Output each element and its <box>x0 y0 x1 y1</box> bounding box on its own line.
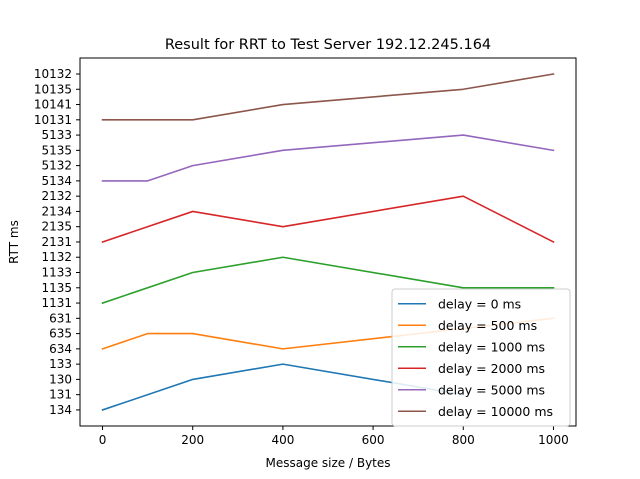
y-tick-label: 1132 <box>41 250 72 264</box>
legend-entry: delay = 0 ms <box>438 296 521 311</box>
legend-box <box>391 288 571 427</box>
chart-title: Result for RRT to Test Server 192.12.245… <box>165 37 491 53</box>
legend-entry: delay = 10000 ms <box>438 404 553 419</box>
y-tick-label: 1131 <box>41 296 72 310</box>
y-tick-label: 631 <box>49 311 72 325</box>
series-line <box>101 363 465 411</box>
y-tick-label: 1133 <box>41 266 72 280</box>
y-tick-label: 2135 <box>41 220 72 234</box>
series-lines <box>101 73 555 411</box>
legend-entry: delay = 2000 ms <box>438 361 545 376</box>
y-tick-label: 10141 <box>34 98 72 112</box>
series-line <box>101 134 555 182</box>
y-tick-label: 1135 <box>41 281 72 295</box>
legend-entry: delay = 500 ms <box>438 318 537 333</box>
y-tick-label: 10135 <box>34 82 72 96</box>
x-tick-label: 800 <box>452 433 475 447</box>
y-tick-label: 635 <box>49 327 72 341</box>
y-tick-label: 10131 <box>34 113 72 127</box>
y-tick-label: 2134 <box>41 204 72 218</box>
x-tick-label: 600 <box>362 433 385 447</box>
y-tick-label: 634 <box>49 342 72 356</box>
legend: delay = 0 ms delay = 500 ms delay = 1000 m… <box>391 288 571 427</box>
x-tick-label: 200 <box>181 433 204 447</box>
y-tick-label: 10132 <box>34 67 72 81</box>
y-tick-label: 134 <box>49 403 72 417</box>
x-tick-label: 1000 <box>538 433 569 447</box>
y-tick-label: 5132 <box>41 159 72 173</box>
x-tick-label: 400 <box>271 433 294 447</box>
series-line <box>101 256 555 305</box>
series-line <box>101 317 555 350</box>
legend-entry: delay = 1000 ms <box>438 339 545 354</box>
plot-frame <box>79 57 577 427</box>
y-axis: 1341311301336346356311131113511331132213… <box>34 67 80 417</box>
x-axis: 0 200 400 600 800 1000 <box>99 426 569 447</box>
series-line <box>101 195 555 244</box>
y-tick-label: 5135 <box>41 143 72 157</box>
y-tick-label: 5134 <box>41 174 72 188</box>
series-line <box>101 73 555 121</box>
x-axis-label: Message size / Bytes <box>265 456 390 470</box>
y-tick-label: 130 <box>49 372 72 386</box>
y-tick-label: 131 <box>49 388 72 402</box>
y-tick-label: 2131 <box>41 235 72 249</box>
y-tick-label: 5133 <box>41 128 72 142</box>
y-axis-label: RTT ms <box>7 220 21 264</box>
y-tick-label: 133 <box>49 357 72 371</box>
y-tick-label: 2132 <box>41 189 72 203</box>
legend-entry: delay = 5000 ms <box>438 382 545 397</box>
x-tick-label: 0 <box>99 433 107 447</box>
